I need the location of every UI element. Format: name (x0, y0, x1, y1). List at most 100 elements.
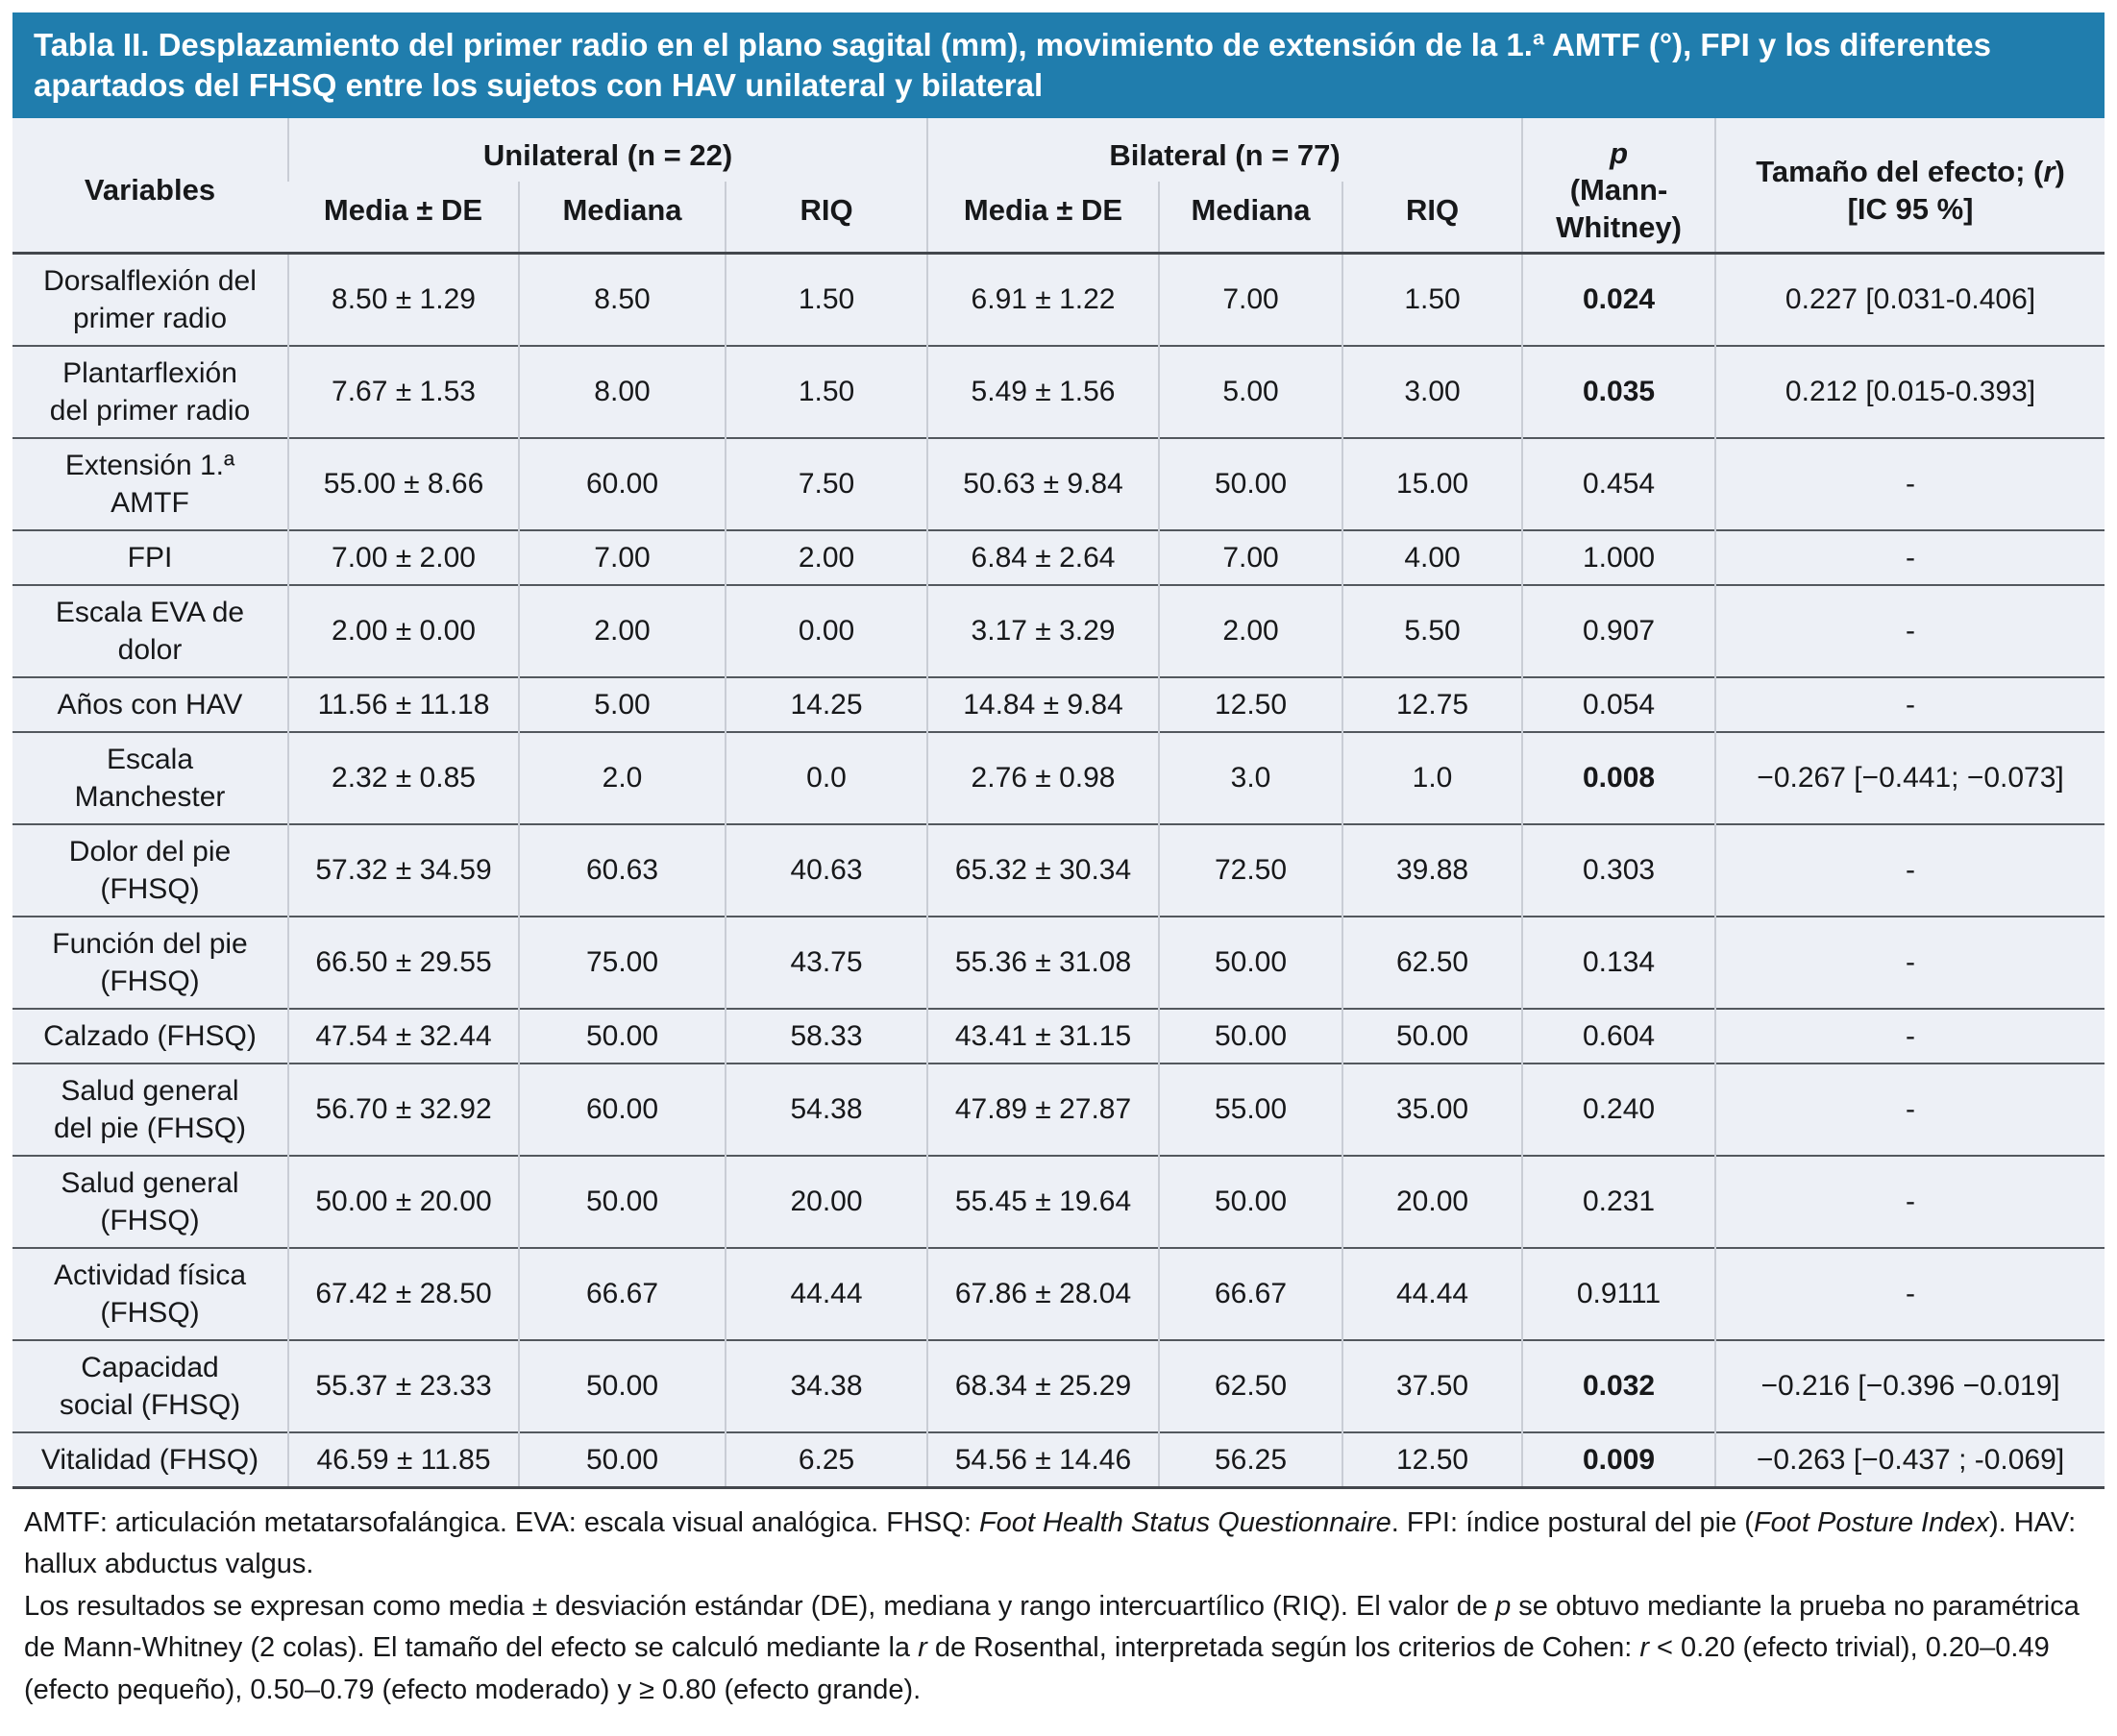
footnote-italic-segment: r (1639, 1632, 1649, 1664)
cell-variable: Años con HAV (12, 675, 288, 732)
cell-uni-riq: 6.25 (724, 1430, 928, 1488)
cell-bil-mediana: 72.50 (1158, 822, 1343, 917)
cell-uni-media-de: 8.50 ± 1.29 (287, 253, 519, 346)
cell-uni-mediana: 2.0 (518, 730, 726, 824)
cell-uni-mediana: 60.00 (518, 1062, 726, 1156)
cell-effect-size: - (1714, 1246, 2105, 1340)
cell-p-value: 0.134 (1521, 915, 1716, 1009)
cell-uni-media-de: 7.00 ± 2.00 (287, 528, 519, 585)
cell-uni-media-de: 2.00 ± 0.00 (287, 583, 519, 677)
table-body: Dorsalflexión del primer radio 8.50 ± 1.2… (12, 253, 2105, 1488)
cell-uni-mediana: 8.50 (518, 253, 726, 346)
cell-bil-mediana: 50.00 (1158, 915, 1343, 1009)
cell-p-value: 0.009 (1521, 1430, 1716, 1488)
cell-bil-mediana: 5.00 (1158, 344, 1343, 438)
cell-variable: Dolor del pie (FHSQ) (12, 822, 288, 917)
cell-bil-mediana: 7.00 (1158, 528, 1343, 585)
cell-variable: Calzado (FHSQ) (12, 1007, 288, 1064)
cell-bil-mediana: 50.00 (1158, 1007, 1343, 1064)
column-header-effect-size: Tamaño del efecto; (r) [IC 95 %] (1714, 118, 2105, 254)
cell-bil-riq: 62.50 (1342, 915, 1523, 1009)
cell-uni-media-de: 55.37 ± 23.33 (287, 1338, 519, 1432)
footnote-text-segment: se obtuvo mediante la prueba no paramétr… (24, 1590, 2080, 1664)
cell-uni-mediana: 50.00 (518, 1338, 726, 1432)
cell-bil-riq: 37.50 (1342, 1338, 1523, 1432)
footnote-methods: Los resultados se expresan como media ± … (24, 1586, 2093, 1712)
cell-uni-media-de: 55.00 ± 8.66 (287, 436, 519, 530)
table-title: Tabla II. Desplazamiento del primer radi… (34, 27, 1992, 104)
cell-bil-mediana: 2.00 (1158, 583, 1343, 677)
effect-size-ci-label: [IC 95 %] (1847, 191, 1974, 226)
cell-effect-size: 0.227 [0.031-0.406] (1714, 253, 2105, 346)
table-row: Extensión 1.ª AMTF 55.00 ± 8.66 60.00 7.50 5… (12, 436, 2105, 530)
cell-bil-media-de: 67.86 ± 28.04 (926, 1246, 1160, 1340)
cell-bil-media-de: 55.36 ± 31.08 (926, 915, 1160, 1009)
cell-bil-riq: 5.50 (1342, 583, 1523, 677)
table-row: Capacidad social (FHSQ) 55.37 ± 23.33 50.0… (12, 1338, 2105, 1432)
cell-bil-media-de: 14.84 ± 9.84 (926, 675, 1160, 732)
cell-effect-size: - (1714, 915, 2105, 1009)
column-header-variables: Variables (84, 173, 216, 208)
cell-bil-riq: 15.00 (1342, 436, 1523, 530)
table-row: Dolor del pie (FHSQ) 57.32 ± 34.59 60.63 40… (12, 822, 2105, 917)
cell-uni-media-de: 67.42 ± 28.50 (287, 1246, 519, 1340)
cell-p-value: 1.000 (1521, 528, 1716, 585)
cell-uni-riq: 2.00 (724, 528, 928, 585)
cell-effect-size: - (1714, 675, 2105, 732)
table-row: Vitalidad (FHSQ) 46.59 ± 11.85 50.00 6.25 54… (12, 1430, 2105, 1488)
cell-bil-riq: 39.88 (1342, 822, 1523, 917)
effect-size-r-symbol: r (2043, 154, 2055, 188)
column-header-bil-media-de: Media ± DE (926, 182, 1160, 254)
cell-uni-mediana: 50.00 (518, 1154, 726, 1248)
cell-effect-size: - (1714, 1154, 2105, 1248)
column-header-bil-mediana: Mediana (1158, 182, 1343, 254)
footnote-italic-segment: Foot Posture Index (1753, 1506, 1989, 1538)
column-header-bil-riq: RIQ (1342, 182, 1523, 254)
cell-bil-media-de: 55.45 ± 19.64 (926, 1154, 1160, 1248)
cell-bil-riq: 44.44 (1342, 1246, 1523, 1340)
cell-variable: Vitalidad (FHSQ) (12, 1430, 288, 1488)
column-header-p: p (Mann-Whitney) (1521, 118, 1716, 254)
cell-effect-size: - (1714, 822, 2105, 917)
cell-p-value: 0.032 (1521, 1338, 1716, 1432)
column-header-uni-mediana: Mediana (518, 182, 726, 254)
cell-p-value: 0.454 (1521, 436, 1716, 530)
cell-uni-riq: 44.44 (724, 1246, 928, 1340)
table-row: Actividad física (FHSQ) 67.42 ± 28.50 66.6… (12, 1246, 2105, 1340)
cell-variable: Función del pie (FHSQ) (12, 915, 288, 1009)
cell-bil-mediana: 3.0 (1158, 730, 1343, 824)
cell-bil-mediana: 12.50 (1158, 675, 1343, 732)
table-title-bar: Tabla II. Desplazamiento del primer radi… (12, 12, 2105, 119)
column-group-unilateral: Unilateral (n = 22) (286, 118, 928, 183)
cell-bil-riq: 4.00 (1342, 528, 1523, 585)
cell-effect-size: - (1714, 583, 2105, 677)
table-row: Años con HAV 11.56 ± 11.18 5.00 14.25 14.84 … (12, 675, 2105, 732)
cell-uni-riq: 14.25 (724, 675, 928, 732)
table-row: FPI 7.00 ± 2.00 7.00 2.00 6.84 ± 2.64 7.00 4.0… (12, 528, 2105, 585)
p-symbol: p (1610, 135, 1628, 170)
cell-bil-media-de: 68.34 ± 25.29 (926, 1338, 1160, 1432)
cell-p-value: 0.9111 (1521, 1246, 1716, 1340)
footnote-italic-segment: Foot Health Status Questionnaire (978, 1506, 1391, 1538)
cell-uni-media-de: 47.54 ± 32.44 (287, 1007, 519, 1064)
footnote-text-segment: AMTF: articulación metatarsofalángica. E… (24, 1506, 979, 1538)
cell-bil-mediana: 50.00 (1158, 1154, 1343, 1248)
cell-effect-size: - (1714, 436, 2105, 530)
cell-bil-mediana: 7.00 (1158, 253, 1343, 346)
cell-uni-mediana: 60.00 (518, 436, 726, 530)
cell-uni-riq: 43.75 (724, 915, 928, 1009)
cell-uni-riq: 7.50 (724, 436, 928, 530)
table-footnotes: AMTF: articulación metatarsofalángica. E… (12, 1488, 2105, 1736)
cell-uni-mediana: 50.00 (518, 1430, 726, 1488)
cell-uni-media-de: 2.32 ± 0.85 (287, 730, 519, 824)
cell-bil-media-de: 6.84 ± 2.64 (926, 528, 1160, 585)
cell-bil-mediana: 50.00 (1158, 436, 1343, 530)
table-row: Salud general (FHSQ) 50.00 ± 20.00 50.00 20… (12, 1154, 2105, 1248)
cell-variable: Salud general (FHSQ) (12, 1154, 288, 1248)
cell-uni-media-de: 46.59 ± 11.85 (287, 1430, 519, 1488)
cell-uni-riq: 54.38 (724, 1062, 928, 1156)
table-row: Plantarflexión del primer radio 7.67 ± 1.… (12, 344, 2105, 438)
cell-uni-mediana: 5.00 (518, 675, 726, 732)
cell-variable: Salud general del pie (FHSQ) (12, 1062, 288, 1156)
